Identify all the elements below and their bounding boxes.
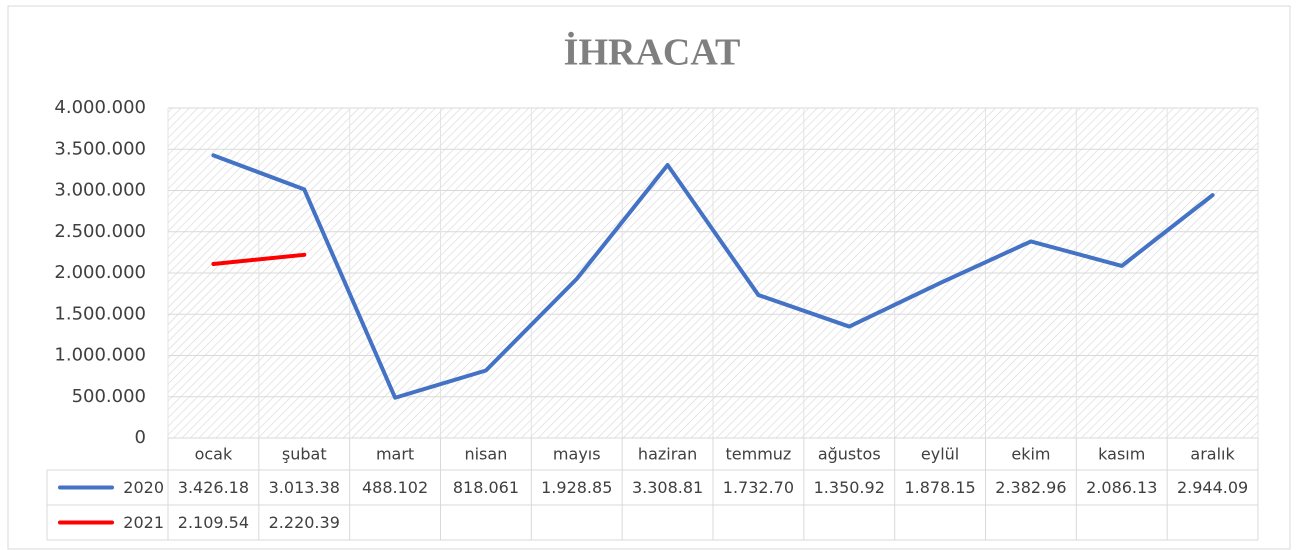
x-tick-label: ekim xyxy=(1011,445,1050,464)
table-value: 1.878.15 xyxy=(904,478,975,497)
x-tick-label: şubat xyxy=(282,445,327,464)
legend-label: 2021 xyxy=(123,513,164,532)
y-tick-label: 1.500.000 xyxy=(54,303,146,324)
table-value: 2.109.54 xyxy=(178,513,249,532)
table-value: 3.013.38 xyxy=(269,478,340,497)
x-tick-label: mayıs xyxy=(553,445,601,464)
legend-label: 2020 xyxy=(123,478,164,497)
x-tick-label: ocak xyxy=(195,445,233,464)
series-line xyxy=(211,252,307,266)
table-value: 3.426.18 xyxy=(178,478,249,497)
y-tick-label: 2.000.000 xyxy=(54,262,146,283)
y-tick-label: 1.000.000 xyxy=(54,345,146,366)
x-tick-label: mart xyxy=(376,445,414,464)
x-tick-label: eylül xyxy=(921,445,959,464)
y-tick-label: 4.000.000 xyxy=(54,97,146,118)
table-value: 2.086.13 xyxy=(1086,478,1157,497)
y-tick-label: 500.000 xyxy=(72,386,146,407)
table-value: 488.102 xyxy=(362,478,428,497)
table-value: 2.220.39 xyxy=(269,513,340,532)
table-value: 818.061 xyxy=(453,478,519,497)
x-tick-label: aralık xyxy=(1190,445,1235,464)
table-value: 1.732.70 xyxy=(723,478,794,497)
x-tick-label: kasım xyxy=(1098,445,1145,464)
x-tick-label: ağustos xyxy=(818,445,881,464)
y-tick-label: 2.500.000 xyxy=(54,221,146,242)
y-tick-label: 3.000.000 xyxy=(54,180,146,201)
table-value: 2.944.09 xyxy=(1177,478,1248,497)
table-value: 3.308.81 xyxy=(632,478,703,497)
y-tick-label: 3.500.000 xyxy=(54,138,146,159)
x-tick-label: temmuz xyxy=(726,445,792,464)
chart-title: İHRACAT xyxy=(564,32,741,74)
series-line xyxy=(211,153,1215,400)
x-tick-label: nisan xyxy=(464,445,507,464)
table-value: 1.350.92 xyxy=(814,478,885,497)
table-value: 1.928.85 xyxy=(541,478,612,497)
x-tick-label: haziran xyxy=(638,445,697,464)
table-value: 2.382.96 xyxy=(995,478,1066,497)
y-tick-label: 0 xyxy=(135,427,146,448)
